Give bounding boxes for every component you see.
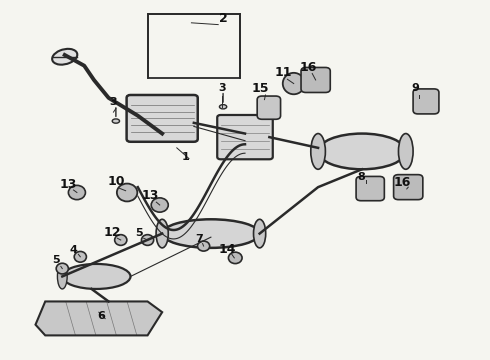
Text: 2: 2 [219, 12, 227, 25]
Ellipse shape [142, 235, 154, 246]
Ellipse shape [228, 252, 242, 264]
Ellipse shape [62, 264, 130, 289]
Ellipse shape [318, 134, 406, 169]
FancyBboxPatch shape [257, 96, 281, 119]
FancyBboxPatch shape [126, 95, 198, 142]
Ellipse shape [220, 105, 227, 109]
Text: 3: 3 [218, 83, 226, 93]
Ellipse shape [253, 219, 266, 248]
FancyBboxPatch shape [393, 175, 423, 200]
Ellipse shape [112, 119, 120, 123]
Text: 3: 3 [110, 97, 117, 107]
FancyBboxPatch shape [217, 115, 273, 159]
Text: 1: 1 [182, 152, 190, 162]
Text: 11: 11 [274, 66, 292, 78]
Ellipse shape [398, 134, 413, 169]
Text: 8: 8 [357, 172, 365, 182]
Text: 6: 6 [98, 311, 105, 321]
Ellipse shape [197, 241, 210, 251]
Ellipse shape [151, 198, 168, 212]
Ellipse shape [52, 49, 77, 65]
Text: 4: 4 [69, 245, 77, 255]
Text: 5: 5 [135, 228, 143, 238]
Text: 7: 7 [195, 234, 202, 244]
Ellipse shape [162, 219, 260, 248]
Text: 15: 15 [252, 82, 270, 95]
Text: 12: 12 [104, 226, 121, 239]
Text: 14: 14 [218, 243, 236, 256]
Ellipse shape [56, 263, 69, 274]
Ellipse shape [57, 264, 67, 289]
Ellipse shape [117, 184, 137, 202]
FancyBboxPatch shape [356, 176, 384, 201]
Ellipse shape [115, 235, 127, 246]
Text: 16: 16 [393, 176, 411, 189]
Text: 16: 16 [300, 60, 317, 73]
Ellipse shape [74, 251, 86, 262]
Ellipse shape [283, 73, 305, 94]
Ellipse shape [156, 219, 168, 248]
Polygon shape [35, 301, 162, 336]
FancyBboxPatch shape [413, 89, 439, 114]
Bar [147, 14, 240, 78]
Text: 13: 13 [141, 189, 159, 202]
FancyBboxPatch shape [301, 67, 330, 93]
Ellipse shape [311, 134, 325, 169]
Text: 13: 13 [60, 178, 77, 191]
Text: 10: 10 [107, 175, 124, 188]
Text: 5: 5 [52, 255, 60, 265]
Text: 9: 9 [412, 83, 419, 93]
Ellipse shape [69, 185, 85, 200]
